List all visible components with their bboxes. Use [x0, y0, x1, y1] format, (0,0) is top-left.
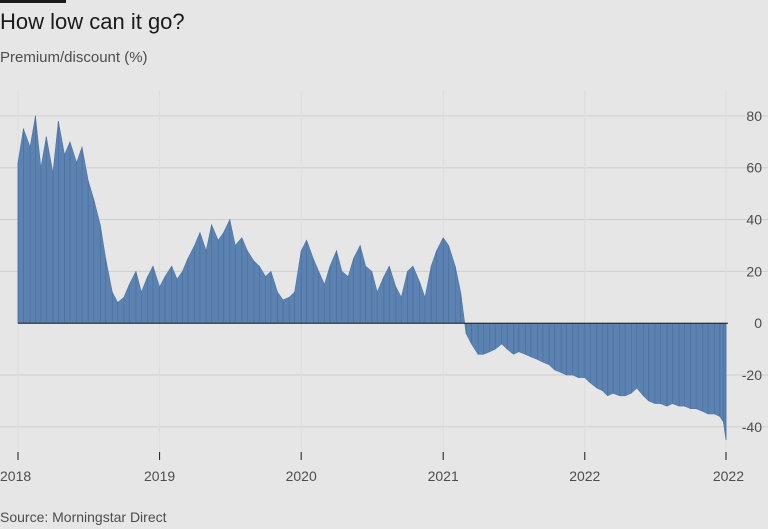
source-note: Source: Morningstar Direct — [0, 509, 167, 525]
chart-title: How low can it go? — [0, 9, 185, 34]
x-tick-label: 2018 — [0, 468, 31, 484]
y-tick-label: 0 — [754, 315, 762, 331]
y-axis-ticks: 80 60 40 20 0 -20 -40 — [742, 108, 762, 435]
y-tick-label: 40 — [746, 212, 762, 228]
y-tick-label: 80 — [746, 108, 762, 124]
header-rule — [0, 0, 66, 3]
x-tick-label: 2019 — [144, 468, 175, 484]
y-tick-label: -20 — [742, 367, 762, 383]
premium-discount-chart: 80 60 40 20 0 -20 -40 2018 2019 2020 2021 2022 2022 — [0, 107, 768, 484]
x-tick-label: 2022 — [569, 468, 600, 484]
x-axis-ticks: 2018 2019 2020 2021 2022 2022 — [0, 452, 744, 484]
x-tick-label: 2020 — [286, 468, 317, 484]
x-tick-label: 2022 — [713, 468, 744, 484]
x-tick-label: 2021 — [428, 468, 459, 484]
y-tick-label: 20 — [746, 263, 762, 279]
premium-discount-area — [17, 115, 727, 440]
y-tick-label: -40 — [742, 419, 762, 435]
chart-subtitle: Premium/discount (%) — [0, 49, 148, 66]
y-tick-label: 60 — [746, 160, 762, 176]
